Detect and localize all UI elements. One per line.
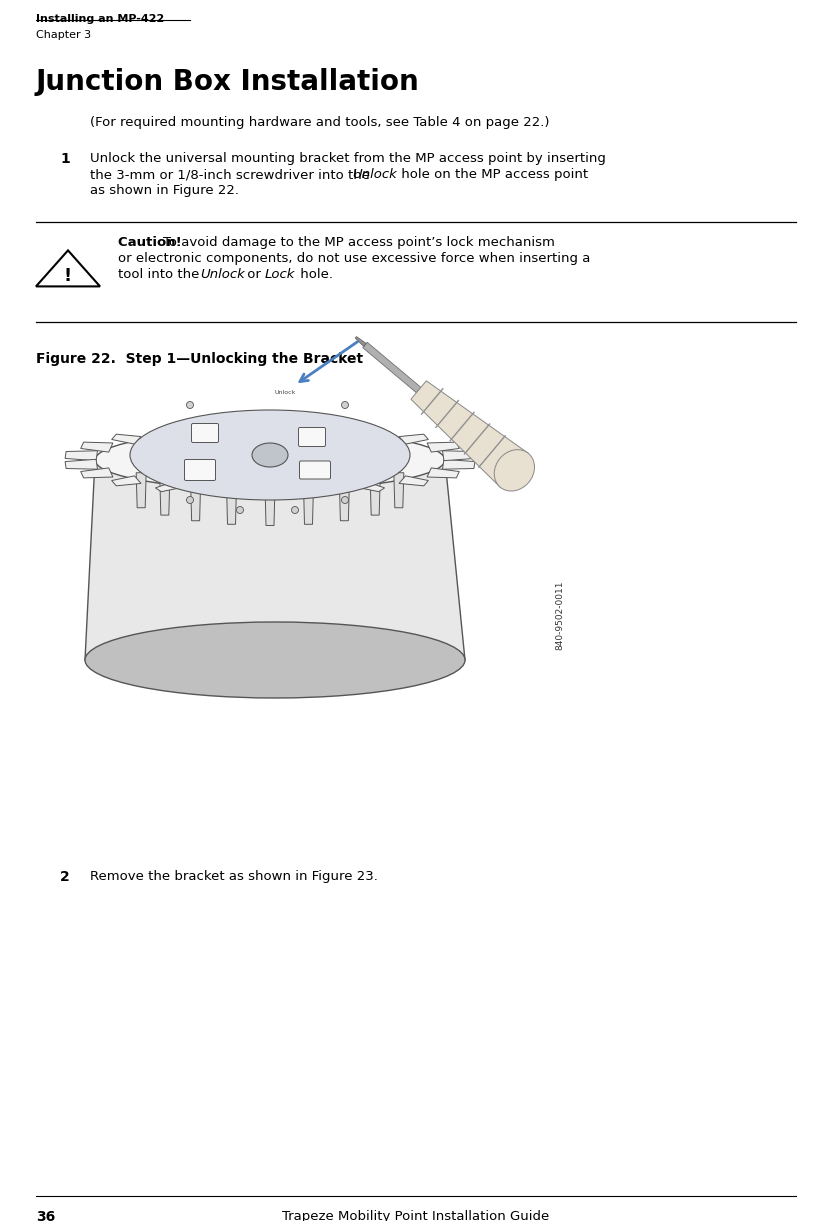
Text: Unlock: Unlock xyxy=(352,168,397,181)
Polygon shape xyxy=(411,381,528,487)
FancyBboxPatch shape xyxy=(300,462,330,479)
Circle shape xyxy=(186,402,194,409)
FancyBboxPatch shape xyxy=(191,424,219,442)
Text: hole.: hole. xyxy=(296,267,333,281)
Circle shape xyxy=(186,497,194,503)
Polygon shape xyxy=(394,473,404,508)
FancyBboxPatch shape xyxy=(299,427,325,447)
Circle shape xyxy=(341,497,349,503)
Polygon shape xyxy=(443,459,475,469)
Polygon shape xyxy=(265,425,275,430)
Polygon shape xyxy=(65,451,97,460)
Text: tool into the: tool into the xyxy=(118,267,204,281)
Circle shape xyxy=(236,507,244,514)
Polygon shape xyxy=(209,487,225,495)
Text: Remove the bracket as shown in Figure 23.: Remove the bracket as shown in Figure 23… xyxy=(90,871,378,883)
Text: 840-9502-0011: 840-9502-0011 xyxy=(556,580,564,650)
Text: Unlock: Unlock xyxy=(275,391,295,396)
Ellipse shape xyxy=(494,449,534,491)
Polygon shape xyxy=(111,476,141,486)
Text: Caution!: Caution! xyxy=(118,236,186,249)
Polygon shape xyxy=(226,485,236,524)
Polygon shape xyxy=(136,473,146,508)
Text: hole on the MP access point: hole on the MP access point xyxy=(397,168,588,181)
Polygon shape xyxy=(65,459,97,469)
Polygon shape xyxy=(360,482,384,492)
Polygon shape xyxy=(427,468,459,477)
Polygon shape xyxy=(314,487,331,495)
Polygon shape xyxy=(265,490,275,496)
Polygon shape xyxy=(355,337,366,347)
Polygon shape xyxy=(304,485,314,524)
Text: 2: 2 xyxy=(60,871,70,884)
Polygon shape xyxy=(81,442,113,452)
Polygon shape xyxy=(314,425,331,432)
Polygon shape xyxy=(399,476,428,486)
Text: To avoid damage to the MP access point’s lock mechanism: To avoid damage to the MP access point’s… xyxy=(163,236,555,249)
Polygon shape xyxy=(363,342,421,393)
Text: 36: 36 xyxy=(36,1210,55,1221)
Ellipse shape xyxy=(130,410,410,501)
Text: or electronic components, do not use excessive force when inserting a: or electronic components, do not use exc… xyxy=(118,252,591,265)
Polygon shape xyxy=(370,479,380,515)
Text: the 3-mm or 1/8-inch screwdriver into the: the 3-mm or 1/8-inch screwdriver into th… xyxy=(90,168,374,181)
Text: or: or xyxy=(243,267,265,281)
Text: 1: 1 xyxy=(60,151,70,166)
Circle shape xyxy=(341,402,349,409)
Polygon shape xyxy=(339,482,349,520)
Text: Unlock: Unlock xyxy=(200,267,245,281)
Text: Lock: Lock xyxy=(265,267,295,281)
Text: Chapter 3: Chapter 3 xyxy=(36,31,92,40)
Ellipse shape xyxy=(95,430,445,490)
Polygon shape xyxy=(399,435,428,444)
Polygon shape xyxy=(156,429,180,437)
Text: Junction Box Installation: Junction Box Installation xyxy=(36,68,420,96)
Circle shape xyxy=(291,507,299,514)
PathPatch shape xyxy=(85,460,465,661)
Polygon shape xyxy=(160,479,170,515)
Ellipse shape xyxy=(252,443,288,466)
Polygon shape xyxy=(360,429,384,437)
Text: Installing an MP-422: Installing an MP-422 xyxy=(36,13,164,24)
Polygon shape xyxy=(156,482,180,492)
Ellipse shape xyxy=(85,621,465,698)
FancyBboxPatch shape xyxy=(185,459,215,481)
Polygon shape xyxy=(443,451,475,460)
Polygon shape xyxy=(427,442,459,452)
Polygon shape xyxy=(191,482,201,520)
Text: Figure 22.  Step 1—Unlocking the Bracket: Figure 22. Step 1—Unlocking the Bracket xyxy=(36,352,363,366)
Polygon shape xyxy=(81,468,113,477)
Text: Unlock the universal mounting bracket from the MP access point by inserting: Unlock the universal mounting bracket fr… xyxy=(90,151,606,165)
Text: as shown in Figure 22.: as shown in Figure 22. xyxy=(90,184,239,197)
Text: (For required mounting hardware and tools, see Table 4 on page 22.): (For required mounting hardware and tool… xyxy=(90,116,549,129)
Polygon shape xyxy=(111,435,141,444)
Polygon shape xyxy=(209,425,225,432)
Text: !: ! xyxy=(64,267,72,284)
Text: Trapeze Mobility Point Installation Guide: Trapeze Mobility Point Installation Guid… xyxy=(282,1210,550,1221)
Polygon shape xyxy=(265,486,275,525)
